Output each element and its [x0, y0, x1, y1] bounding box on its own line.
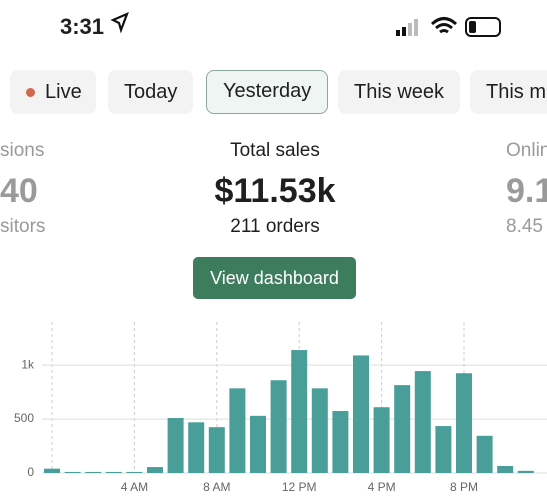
bar [208, 427, 225, 473]
y-tick-label: 500 [14, 411, 34, 425]
bar [126, 471, 143, 473]
location-icon [110, 11, 129, 34]
metric-label: sions [0, 140, 45, 161]
clock: 3:31 [60, 14, 105, 39]
x-tick-label: 8 PM [450, 480, 478, 494]
bar [394, 385, 411, 473]
bar [291, 350, 308, 473]
tab-label: This m [486, 81, 546, 103]
tab-label: Live [45, 81, 82, 103]
bar [64, 471, 81, 473]
y-tick-label: 1k [21, 357, 35, 371]
bar [270, 380, 287, 473]
bar [517, 470, 534, 473]
status-icons [110, 11, 501, 37]
bar [85, 471, 102, 473]
tab[interactable]: This week [338, 70, 461, 114]
x-tick-label: 8 AM [203, 480, 230, 494]
metric-label: Onlin [506, 140, 547, 161]
y-tick-label: 0 [27, 465, 34, 479]
metric-sub: 211 orders [230, 216, 320, 237]
metric-sub: 8.45 [506, 216, 543, 237]
bar [435, 426, 452, 473]
tab-label: Yesterday [223, 80, 312, 102]
bar [332, 410, 349, 473]
metric: sions 40 sitors [0, 140, 45, 238]
bar [373, 407, 390, 473]
bar [105, 471, 122, 473]
status-bar: 3:31 [0, 0, 547, 56]
bar [476, 435, 493, 473]
metric: Onlin 9.1 8.45 [506, 140, 547, 238]
bar [497, 465, 514, 473]
tab[interactable]: Live [10, 70, 96, 114]
bar [147, 467, 163, 473]
metric-value: $11.53k [214, 172, 336, 210]
metric-value: 40 [0, 172, 38, 210]
tab[interactable]: This m [470, 70, 547, 114]
signal-bar [414, 19, 418, 36]
signal-bar [402, 27, 406, 36]
view-dashboard-button[interactable]: View dashboard [193, 257, 356, 299]
bar [414, 371, 431, 473]
bar [188, 422, 205, 473]
metric-sub: sitors [0, 216, 46, 237]
tab-bar: Live Today Yesterday This week This m [0, 70, 547, 116]
signal-bar [396, 30, 400, 36]
signal-bar [408, 23, 412, 36]
metric-value: 9.1 [506, 172, 547, 210]
bar [44, 468, 60, 473]
battery [465, 17, 501, 37]
bar [167, 417, 184, 473]
tab-label: Today [124, 81, 178, 103]
tab-selected[interactable]: Yesterday [206, 70, 329, 114]
bar [250, 415, 266, 473]
bar [353, 355, 369, 473]
tab[interactable]: Today [108, 70, 194, 114]
metric-label: Total sales [230, 140, 320, 161]
bar [456, 373, 472, 473]
battery-level [469, 21, 476, 33]
tab-label: This week [354, 81, 445, 103]
x-tick-label: 4 PM [368, 480, 396, 494]
chart: 0 500 1k 4 AM 8 AM 12 PM 4 PM 8 PM [14, 322, 547, 494]
x-tick-label: 4 AM [121, 480, 148, 494]
x-tick-label: 12 PM [282, 480, 317, 494]
metric: Total sales $11.53k 211 orders [175, 140, 375, 238]
bar [311, 388, 328, 473]
wifi-icon [430, 17, 458, 34]
bar [229, 388, 246, 473]
